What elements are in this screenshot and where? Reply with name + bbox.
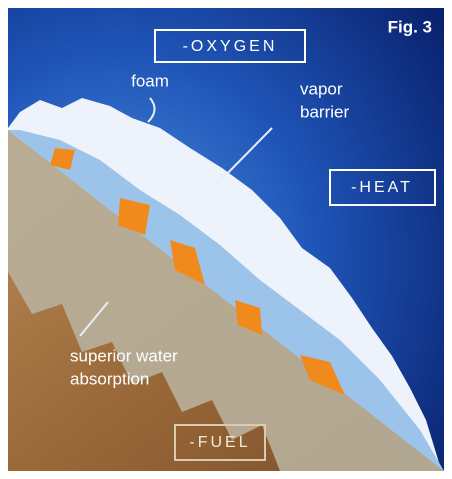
foam-annotation: foam xyxy=(131,71,169,90)
illustration: Fig. 3 -OXYGEN -HEAT -FUEL foam vapor ba… xyxy=(0,0,452,479)
vapor-annotation: vapor xyxy=(300,79,343,98)
absorption-annotation: absorption xyxy=(70,369,149,388)
vapor-annotation: barrier xyxy=(300,102,349,121)
fuel-label: -FUEL xyxy=(189,434,250,451)
page: Fig. 3 -OXYGEN -HEAT -FUEL foam vapor ba… xyxy=(0,0,452,479)
figure-label: Fig. 3 xyxy=(388,17,432,36)
heat-label: -HEAT xyxy=(351,179,413,196)
absorption-annotation: superior water xyxy=(70,346,178,365)
oxygen-label: -OXYGEN xyxy=(183,38,278,55)
